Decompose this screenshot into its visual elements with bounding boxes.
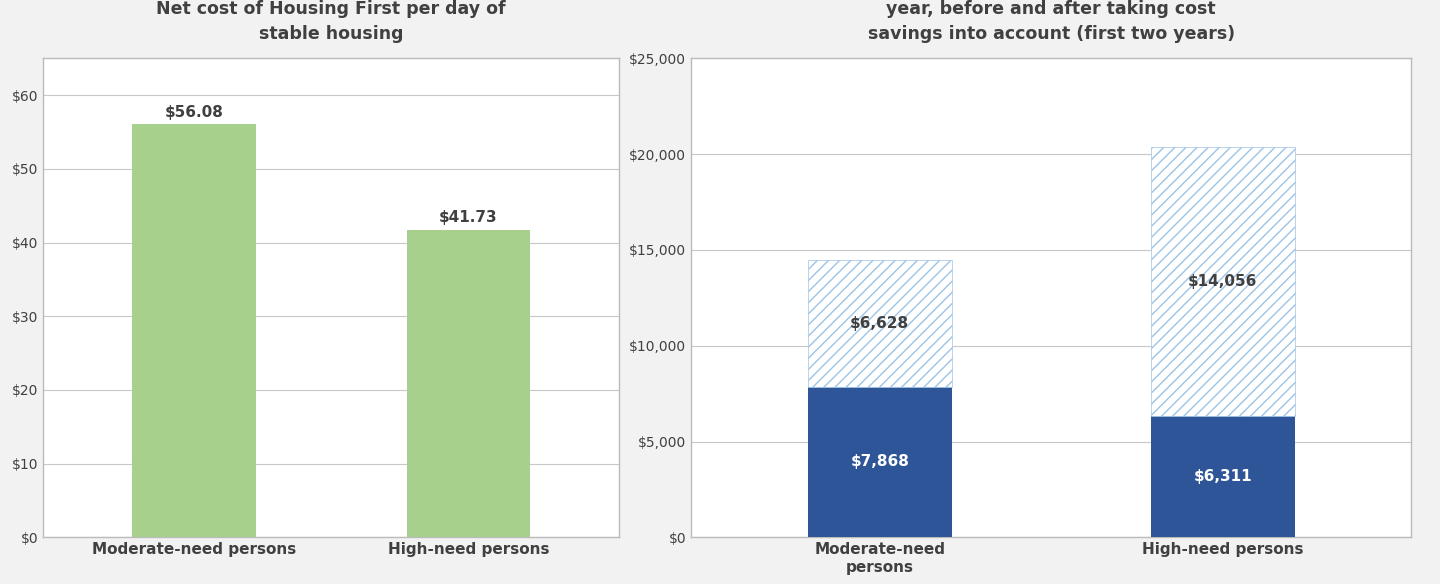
Bar [406, 230, 530, 537]
Bar [1151, 147, 1295, 416]
Bar [808, 260, 952, 387]
Title: Net cost of Housing First per day of
stable housing: Net cost of Housing First per day of sta… [157, 0, 505, 43]
Text: $7,868: $7,868 [851, 454, 909, 470]
Title: Cost of Housing First per person per
year, before and after taking cost
savings : Cost of Housing First per person per yea… [868, 0, 1234, 43]
Text: $6,311: $6,311 [1194, 470, 1251, 484]
Text: $14,056: $14,056 [1188, 274, 1257, 289]
Bar [132, 124, 256, 537]
Bar [1151, 416, 1295, 537]
Text: $41.73: $41.73 [439, 210, 498, 225]
Text: $56.08: $56.08 [164, 105, 223, 120]
Text: $6,628: $6,628 [850, 315, 909, 331]
Bar [808, 387, 952, 537]
